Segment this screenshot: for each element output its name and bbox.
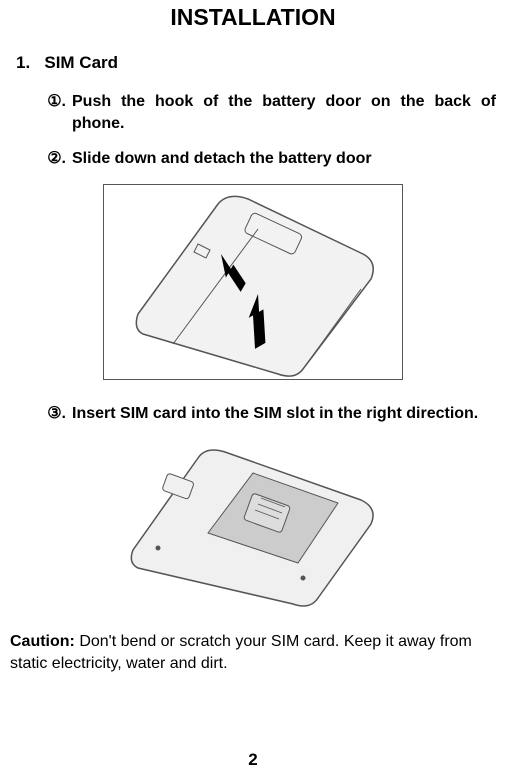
page-title: INSTALLATION bbox=[10, 4, 496, 31]
step-2: ②. Slide down and detach the battery doo… bbox=[46, 148, 496, 170]
figure-1 bbox=[10, 184, 496, 385]
caution-label: Caution: bbox=[10, 633, 75, 650]
step-text: Push the hook of the battery door on the… bbox=[72, 91, 496, 134]
phone-body-icon bbox=[136, 196, 373, 376]
caution-note: Caution: Don't bend or scratch your SIM … bbox=[10, 631, 496, 674]
section-label: SIM Card bbox=[44, 53, 118, 72]
section-heading: 1. SIM Card bbox=[16, 53, 496, 73]
section-number: 1. bbox=[16, 53, 30, 72]
page-number: 2 bbox=[0, 750, 506, 770]
step-number: ②. bbox=[46, 148, 66, 168]
step-text: Slide down and detach the battery door bbox=[72, 148, 496, 170]
step-number: ①. bbox=[46, 91, 66, 111]
sim-insert-illustration bbox=[103, 438, 403, 608]
caution-text: Don't bend or scratch your SIM card. Kee… bbox=[10, 633, 472, 672]
phone-back-slide-illustration bbox=[103, 184, 403, 380]
step-number: ③. bbox=[46, 403, 66, 423]
phone-open-icon bbox=[131, 450, 373, 606]
figure-2 bbox=[10, 438, 496, 613]
step-3: ③. Insert SIM card into the SIM slot in … bbox=[46, 403, 496, 425]
step-1: ①. Push the hook of the battery door on … bbox=[46, 91, 496, 134]
step-text: Insert SIM card into the SIM slot in the… bbox=[72, 403, 496, 425]
